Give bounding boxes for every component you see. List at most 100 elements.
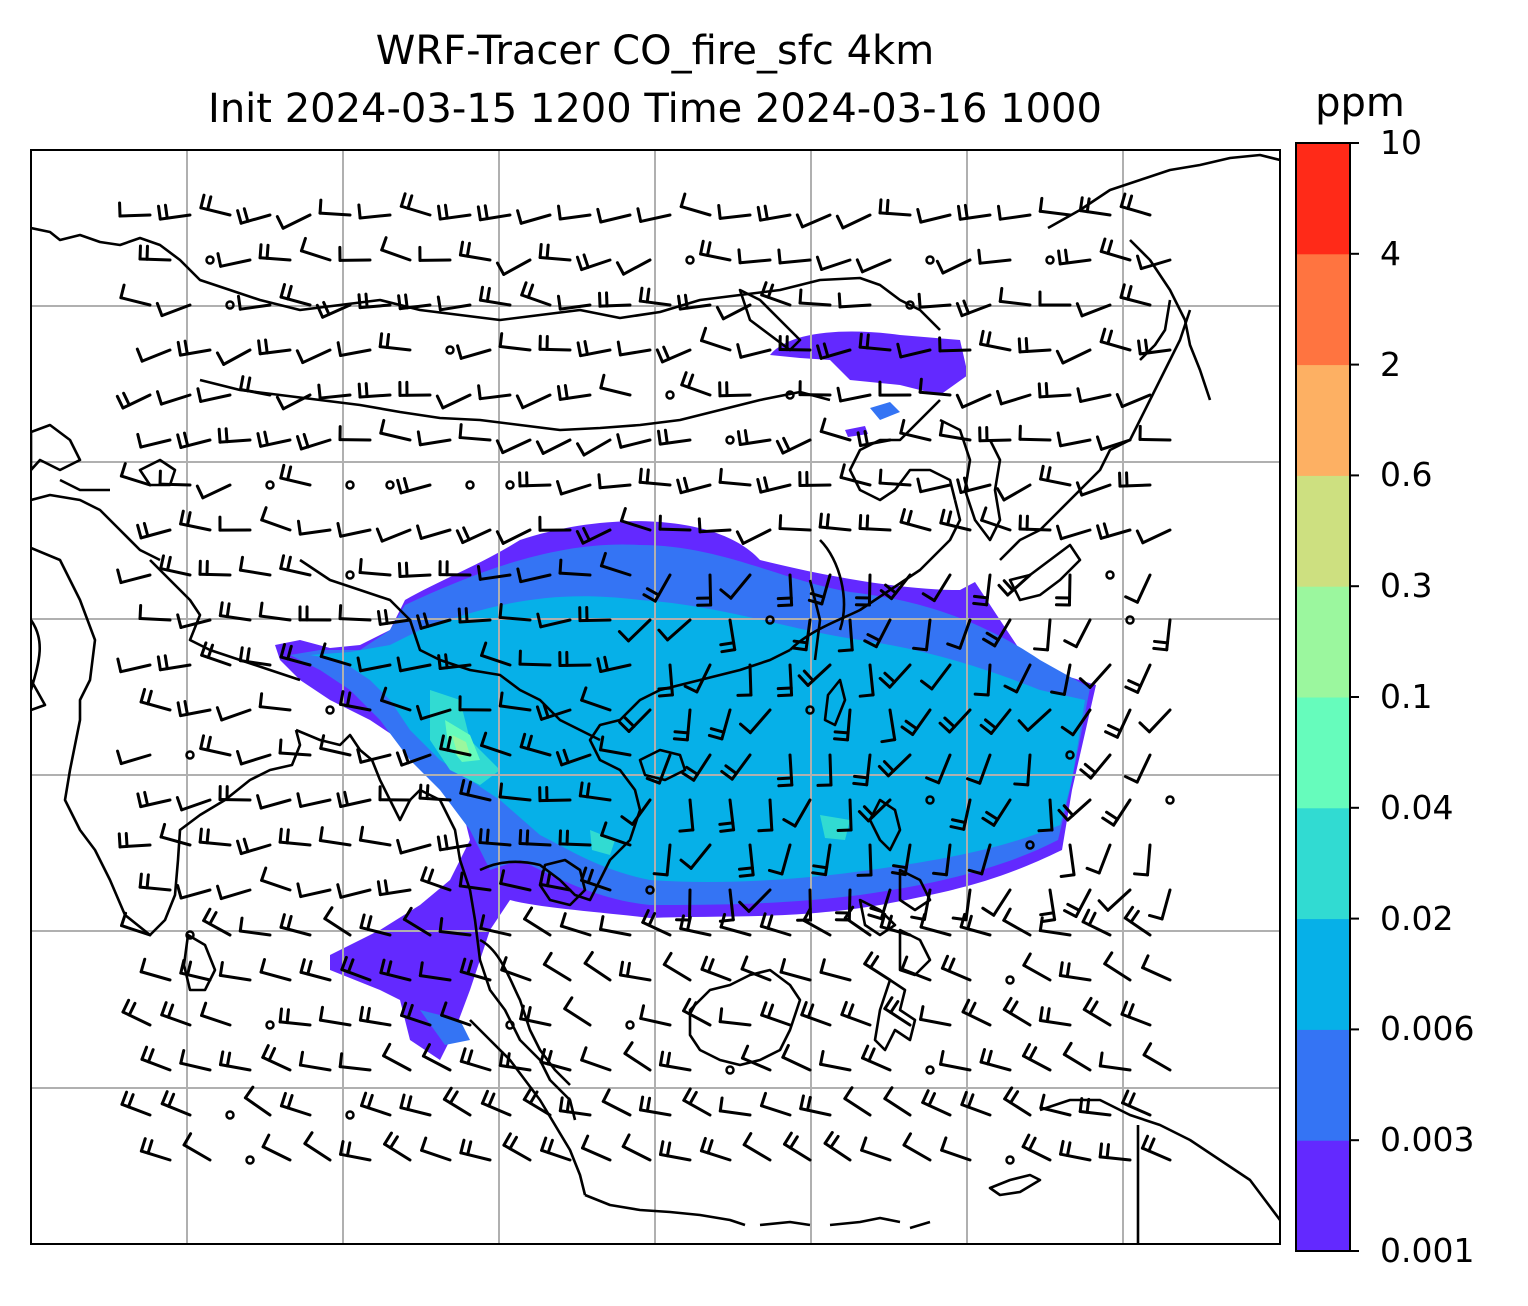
wind-barb — [1123, 753, 1152, 784]
wind-barb — [118, 201, 152, 218]
colorbar-tick-label: 10 — [1380, 123, 1422, 162]
wind-barb — [476, 564, 512, 581]
wind-barb — [760, 281, 792, 307]
coastline-lake-baikal — [738, 288, 802, 352]
wind-barb — [385, 480, 395, 490]
coastline-philippines — [858, 798, 932, 977]
wind-barb — [136, 790, 172, 809]
wind-barb — [279, 554, 312, 577]
wind-barb — [981, 888, 1012, 917]
wind-barb — [399, 192, 432, 217]
coastline-timor — [988, 1173, 1042, 1197]
wind-barb — [336, 790, 372, 809]
wind-barb — [480, 1089, 512, 1117]
wind-barb — [120, 911, 152, 937]
wind-barb — [718, 467, 752, 487]
wind-barb — [338, 425, 372, 442]
wind-barb — [997, 573, 1032, 597]
wind-barb — [400, 1001, 432, 1027]
wind-barb — [1136, 254, 1172, 271]
wind-barb — [1121, 1089, 1152, 1117]
co-plume-hotspot — [420, 1010, 470, 1045]
wind-barb — [736, 343, 772, 359]
wind-barb — [1103, 951, 1132, 982]
colorbar-tick-label: 0.02 — [1380, 898, 1454, 938]
wind-barb — [136, 432, 172, 449]
wind-barb — [655, 345, 692, 364]
wind-barb — [858, 332, 892, 352]
wind-barb — [863, 618, 892, 649]
wind-barb — [275, 393, 312, 411]
wind-barb — [1038, 916, 1072, 937]
colorbar-tick-label: 2 — [1380, 344, 1401, 384]
wind-barb — [1076, 387, 1112, 403]
wind-barb — [176, 339, 212, 357]
coastline-lesser-sunda — [759, 1216, 931, 1230]
colorbar-tick-label: 0.6 — [1380, 455, 1433, 495]
wind-barb — [979, 329, 1012, 352]
wind-barb — [1124, 663, 1152, 694]
wind-barb — [1081, 908, 1112, 937]
wind-barb — [682, 1087, 712, 1117]
wind-barb — [216, 252, 252, 268]
wind-barb — [961, 998, 992, 1027]
wind-barb — [563, 996, 592, 1027]
wind-barb — [396, 477, 432, 495]
wind-barb — [279, 913, 312, 937]
wind-barb — [742, 1132, 772, 1162]
wind-barb — [356, 748, 392, 764]
wind-barb — [856, 429, 892, 448]
coastline-korea — [939, 418, 1002, 542]
wind-barb — [182, 1132, 212, 1162]
wind-barb — [156, 654, 192, 672]
wind-barb — [160, 1001, 192, 1027]
wind-barb — [522, 1086, 552, 1117]
wind-barb — [1119, 192, 1152, 217]
wind-barb — [800, 1001, 832, 1027]
wind-barb — [1013, 753, 1032, 787]
wind-barb — [399, 1093, 432, 1117]
wind-barb — [738, 888, 772, 913]
coastline-hainan — [638, 748, 687, 782]
wind-barb — [1079, 753, 1112, 780]
wind-barb — [681, 753, 712, 782]
wind-barb — [1058, 961, 1092, 982]
wind-barb — [325, 705, 335, 715]
wind-barb — [402, 906, 432, 937]
wind-barb — [395, 749, 432, 767]
coastline-india — [31, 546, 302, 937]
wind-barb — [480, 731, 512, 757]
colorbar-tick-label: 4 — [1380, 233, 1401, 273]
wind-barb — [725, 435, 735, 445]
wind-barb — [645, 885, 655, 895]
wind-barb — [715, 303, 752, 321]
wind-barb — [199, 193, 232, 217]
wind-barb — [1063, 618, 1092, 649]
wind-barb — [925, 1065, 935, 1075]
wind-barb — [257, 338, 292, 356]
wind-barb — [740, 955, 772, 982]
wind-barb — [837, 292, 872, 309]
colorbar-segment — [1296, 1029, 1350, 1141]
wind-barb — [1003, 663, 1032, 694]
wind-barb — [615, 258, 652, 276]
wind-barb — [159, 554, 192, 577]
wind-barb — [299, 236, 332, 262]
wind-barb — [218, 785, 252, 802]
wind-barb — [437, 203, 472, 221]
wind-barb — [176, 431, 212, 449]
wind-barb — [1017, 336, 1052, 354]
coastline-malay-peninsula — [479, 938, 571, 1086]
wind-barb — [539, 870, 572, 892]
wind-barb — [1018, 424, 1052, 442]
wind-barb — [883, 1086, 912, 1117]
wind-barb — [1138, 708, 1172, 734]
wind-barb — [1037, 798, 1054, 833]
wind-barb — [176, 700, 212, 718]
wind-barb — [235, 749, 272, 766]
wind-barb — [202, 907, 232, 937]
wind-barb — [940, 1136, 972, 1162]
co-plume-north-patch — [845, 426, 868, 437]
wind-barb — [317, 383, 352, 400]
coastline-russia-far-east — [1047, 153, 1280, 401]
